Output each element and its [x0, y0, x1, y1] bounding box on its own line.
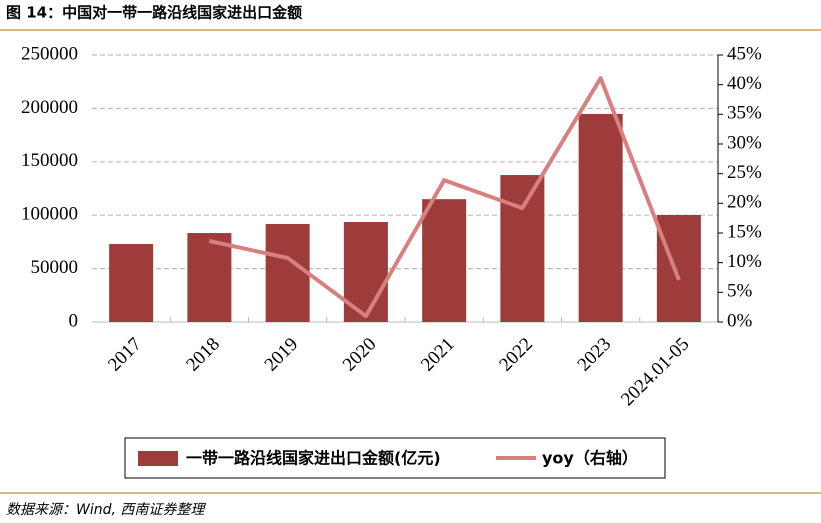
- y2-tick-label: 5%: [727, 281, 753, 302]
- bar: [265, 223, 310, 322]
- y2-tick-label: 45%: [727, 43, 762, 64]
- y-tick-label: 100000: [21, 204, 78, 225]
- bar: [187, 233, 232, 322]
- x-tick-label: 2023: [574, 334, 616, 376]
- y2-tick-label: 15%: [727, 221, 762, 242]
- chart-title: 图 14：中国对一带一路沿线国家进出口金额: [6, 4, 302, 22]
- y-tick-label: 150000: [21, 150, 78, 171]
- line: [208, 76, 681, 319]
- y2-tick-label: 40%: [727, 73, 762, 94]
- y-tick-label: 0: [69, 310, 79, 331]
- y2-tick-label: 20%: [727, 192, 762, 213]
- y2-tick-label: 0%: [727, 310, 753, 331]
- y2-tick-label: 10%: [727, 251, 762, 272]
- x-tick-label: 2021: [417, 334, 459, 376]
- y-tick-label: 50000: [31, 257, 79, 278]
- y2-tick-label: 35%: [727, 103, 762, 124]
- bar: [500, 175, 545, 322]
- legend-label: yoy（右轴）: [542, 449, 638, 468]
- y-tick-label: 200000: [21, 97, 78, 118]
- x-tick-label: 2024.01-05: [617, 334, 693, 410]
- bar: [578, 113, 623, 322]
- bar: [656, 214, 701, 322]
- bar: [422, 199, 467, 322]
- x-tick-label: 2020: [339, 334, 381, 376]
- x-tick-label: 2022: [495, 334, 537, 376]
- legend-swatch: [138, 451, 178, 466]
- y-tick-label: 250000: [21, 43, 78, 64]
- bar: [109, 244, 154, 322]
- y2-tick-label: 30%: [727, 132, 762, 153]
- x-tick-label: 2018: [182, 334, 224, 376]
- legend-box: [124, 437, 666, 479]
- source-note: 数据来源：Wind, 西南证券整理: [6, 502, 206, 518]
- y2-tick-label: 25%: [727, 162, 762, 183]
- legend-label: 一带一路沿线国家进出口金额(亿元): [186, 449, 441, 468]
- x-tick-label: 2019: [261, 334, 303, 376]
- x-tick-label: 2017: [104, 334, 146, 376]
